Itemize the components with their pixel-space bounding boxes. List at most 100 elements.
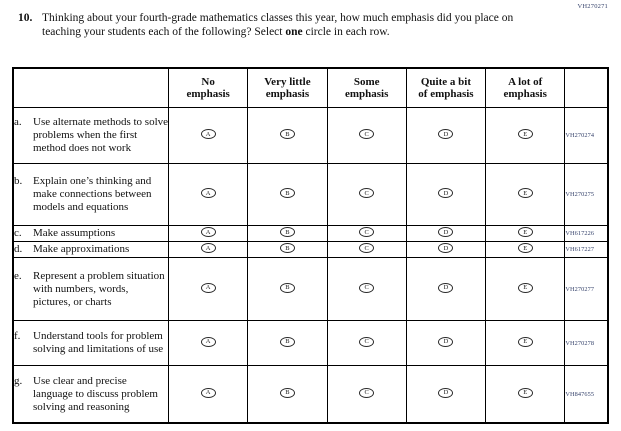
radio-oval-a[interactable]: A — [200, 188, 216, 198]
radio-oval-a[interactable]: A — [200, 227, 216, 237]
row-letter: f. — [14, 330, 21, 342]
cell-g-quite-a-bit: D — [405, 365, 487, 424]
row-text: Make assumptions — [33, 227, 116, 239]
radio-oval-e[interactable]: E — [517, 387, 533, 398]
cell-a-a-lot: E — [485, 107, 566, 164]
row-letter: g. — [14, 374, 23, 387]
row-stem: c. Make assumptions — [12, 225, 170, 242]
radio-oval-b[interactable]: B — [279, 243, 295, 253]
table-row-g: g. Use clear and precise language to disc… — [12, 365, 609, 424]
question-text-end: circle in each row. — [305, 25, 390, 38]
cell-c-no-emphasis: A — [168, 225, 249, 242]
cell-d-some: C — [326, 241, 407, 258]
question-number: 10. — [18, 12, 33, 24]
row-text: Make approximations — [33, 243, 130, 255]
radio-oval-b[interactable]: B — [279, 188, 295, 198]
emphasis-matrix-table: No emphasis Very little emphasis Some empha… — [12, 67, 609, 424]
radio-oval-e[interactable]: E — [517, 282, 533, 293]
row-code: VH270275 — [564, 163, 609, 226]
cell-d-a-lot: E — [485, 241, 566, 258]
row-text: Explain one’s thinking and make connecti… — [33, 175, 152, 213]
cell-f-quite-a-bit: D — [405, 320, 487, 366]
cell-b-no-emphasis: A — [168, 163, 249, 226]
radio-oval-a[interactable]: A — [200, 336, 216, 347]
cell-e-no-emphasis: A — [168, 257, 249, 321]
radio-oval-c[interactable]: C — [359, 129, 375, 139]
radio-oval-b[interactable]: B — [279, 227, 295, 237]
cell-b-a-lot: E — [485, 163, 566, 226]
row-letter: c. — [14, 227, 22, 239]
row-letter: a. — [14, 116, 22, 128]
radio-oval-c[interactable]: C — [359, 282, 375, 293]
radio-oval-e[interactable]: E — [517, 129, 533, 139]
row-code: VH270278 — [564, 320, 609, 366]
header-stem-empty — [12, 67, 170, 108]
row-code: VH847655 — [564, 365, 609, 424]
row-stem: a. Use alternate methods to solve problem… — [12, 107, 170, 164]
radio-oval-d[interactable]: D — [438, 336, 454, 347]
row-text: Represent a problem situation with numbe… — [33, 269, 165, 308]
cell-b-quite-a-bit: D — [405, 163, 487, 226]
row-text: Use alternate methods to solve problems … — [33, 116, 169, 154]
header-a-lot-of-emphasis: A lot of emphasis — [485, 67, 566, 108]
row-letter: b. — [14, 175, 23, 187]
radio-oval-b[interactable]: B — [279, 282, 295, 293]
row-stem: g. Use clear and precise language to disc… — [12, 365, 170, 424]
row-letter: d. — [14, 243, 23, 255]
page-accession-code: VH270271 — [577, 3, 608, 10]
radio-oval-b[interactable]: B — [279, 129, 295, 139]
row-stem: f. Understand tools for problem solving a… — [12, 320, 170, 366]
radio-oval-a[interactable]: A — [200, 387, 216, 398]
radio-oval-c[interactable]: C — [359, 243, 375, 253]
radio-oval-a[interactable]: A — [200, 243, 216, 253]
table-row-d: d. Make approximations A B C D E VH617227 — [12, 241, 609, 258]
radio-oval-c[interactable]: C — [359, 188, 375, 198]
radio-oval-c[interactable]: C — [359, 336, 375, 347]
table-row-a: a. Use alternate methods to solve problem… — [12, 107, 609, 164]
radio-oval-d[interactable]: D — [438, 387, 454, 398]
row-stem: e. Represent a problem situation with num… — [12, 257, 170, 321]
table-row-f: f. Understand tools for problem solving a… — [12, 320, 609, 366]
header-some-emphasis: Some emphasis — [326, 67, 407, 108]
header-no-emphasis: No emphasis — [168, 67, 249, 108]
table-row-c: c. Make assumptions A B C D E VH617226 — [12, 225, 609, 242]
row-text: Use clear and precise language to discus… — [33, 374, 158, 413]
question-text-bold: one — [285, 25, 303, 38]
radio-oval-d[interactable]: D — [438, 243, 454, 253]
cell-g-very-little: B — [247, 365, 328, 424]
radio-oval-d[interactable]: D — [438, 188, 454, 198]
radio-oval-e[interactable]: E — [517, 243, 533, 253]
radio-oval-d[interactable]: D — [438, 282, 454, 293]
cell-b-some: C — [326, 163, 407, 226]
radio-oval-b[interactable]: B — [279, 387, 295, 398]
radio-oval-b[interactable]: B — [279, 336, 295, 347]
cell-g-no-emphasis: A — [168, 365, 249, 424]
radio-oval-d[interactable]: D — [438, 129, 454, 139]
row-stem: d. Make approximations — [12, 241, 170, 258]
cell-g-a-lot: E — [485, 365, 566, 424]
row-text: Understand tools for problem solving and… — [33, 330, 164, 355]
cell-c-very-little: B — [247, 225, 328, 242]
radio-oval-a[interactable]: A — [200, 129, 216, 139]
cell-c-quite-a-bit: D — [405, 225, 487, 242]
cell-c-some: C — [326, 225, 407, 242]
cell-d-no-emphasis: A — [168, 241, 249, 258]
radio-oval-e[interactable]: E — [517, 227, 533, 237]
header-row: No emphasis Very little emphasis Some empha… — [12, 67, 609, 108]
cell-e-quite-a-bit: D — [405, 257, 487, 321]
radio-oval-c[interactable]: C — [359, 387, 375, 398]
cell-b-very-little: B — [247, 163, 328, 226]
cell-e-some: C — [326, 257, 407, 321]
radio-oval-d[interactable]: D — [438, 227, 454, 237]
cell-f-some: C — [326, 320, 407, 366]
row-stem: b. Explain one’s thinking and make connec… — [12, 163, 170, 226]
cell-c-a-lot: E — [485, 225, 566, 242]
radio-oval-e[interactable]: E — [517, 336, 533, 347]
cell-a-very-little: B — [247, 107, 328, 164]
radio-oval-c[interactable]: C — [359, 227, 375, 237]
radio-oval-a[interactable]: A — [200, 282, 216, 293]
radio-oval-e[interactable]: E — [517, 188, 533, 198]
question-text: Thinking about your fourth-grade mathema… — [42, 12, 547, 40]
row-code: VH617226 — [564, 225, 609, 242]
